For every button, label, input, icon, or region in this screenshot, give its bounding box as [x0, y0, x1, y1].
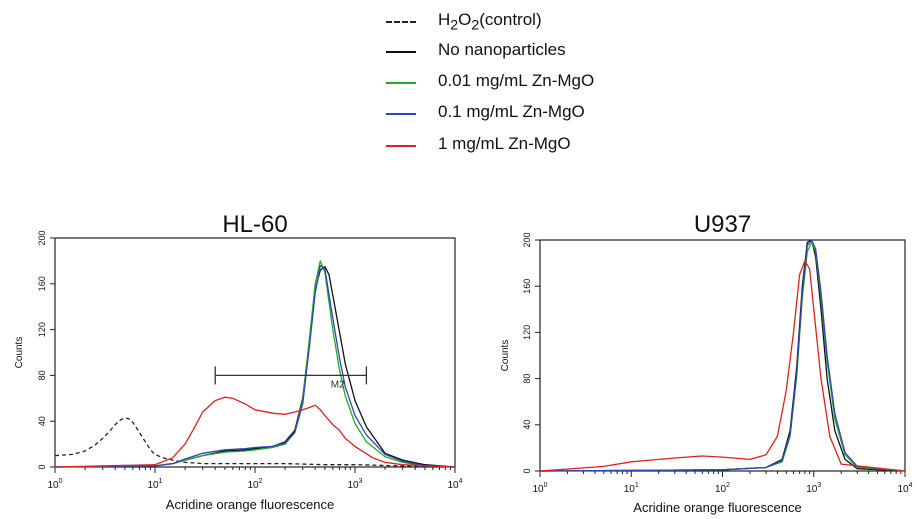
series-line-1	[539, 241, 906, 472]
y-tick-label: 0	[37, 464, 47, 469]
y-tick-label: 80	[37, 370, 47, 380]
x-tick-label: 101	[147, 478, 162, 491]
series-line-4	[54, 396, 456, 468]
x-tick-label: 104	[447, 478, 462, 491]
series-line-2	[54, 260, 456, 468]
series-line-3	[539, 260, 906, 472]
legend-swatch	[386, 113, 416, 115]
x-axis-label: Acridine orange fluorescence	[633, 500, 801, 515]
y-axis-label: Counts	[14, 337, 25, 369]
plot-frame	[54, 237, 456, 468]
series-line-0	[54, 417, 456, 468]
series-line-2	[539, 239, 906, 472]
series-line-0	[539, 239, 906, 472]
legend-label: 0.1 mg/mL Zn-MgO	[438, 102, 585, 121]
legend-label: 1 mg/mL Zn-MgO	[438, 134, 571, 153]
y-tick-label: 80	[522, 374, 532, 384]
y-tick-label: 160	[522, 279, 532, 294]
x-tick-label: 103	[806, 482, 821, 495]
y-tick-label: 200	[522, 232, 532, 247]
x-tick-label: 104	[897, 482, 912, 495]
y-axis-label: Counts	[500, 340, 511, 372]
x-tick-label: 102	[715, 482, 730, 495]
x-tick-label: 100	[47, 478, 62, 491]
x-tick-label: 101	[624, 482, 639, 495]
legend-swatch	[386, 82, 416, 84]
y-tick-label: 160	[37, 276, 47, 291]
x-tick-label: 100	[532, 482, 547, 495]
legend-label: No nanoparticles	[438, 40, 566, 59]
legend-swatch-dashed	[386, 21, 416, 23]
gate-label: M2	[331, 379, 345, 390]
y-tick-label: 40	[37, 416, 47, 426]
x-tick-label: 103	[347, 478, 362, 491]
legend-label: H2O2(control)	[438, 10, 542, 34]
chart-title: U937	[694, 211, 751, 238]
y-tick-label: 40	[522, 420, 532, 430]
plot-frame	[539, 239, 906, 472]
legend-label: 0.01 mg/mL Zn-MgO	[438, 71, 595, 90]
y-tick-label: 120	[522, 325, 532, 340]
y-tick-label: 200	[37, 230, 47, 245]
chart-panel-1: U937 Acridine orange fluorescence Counts 10…	[500, 211, 913, 515]
chart-panel-0: HL-60 Acridine orange fluorescence Counts 1…	[14, 211, 463, 512]
series-line-3	[54, 264, 456, 468]
x-tick-label: 102	[247, 478, 262, 491]
chart-title: HL-60	[222, 211, 287, 238]
y-tick-label: 120	[37, 322, 47, 337]
x-axis-label: Acridine orange fluorescence	[166, 497, 334, 512]
legend-swatch	[386, 51, 416, 53]
series-line-1	[54, 265, 456, 468]
legend-swatch	[386, 145, 416, 147]
y-tick-label: 0	[522, 468, 532, 473]
